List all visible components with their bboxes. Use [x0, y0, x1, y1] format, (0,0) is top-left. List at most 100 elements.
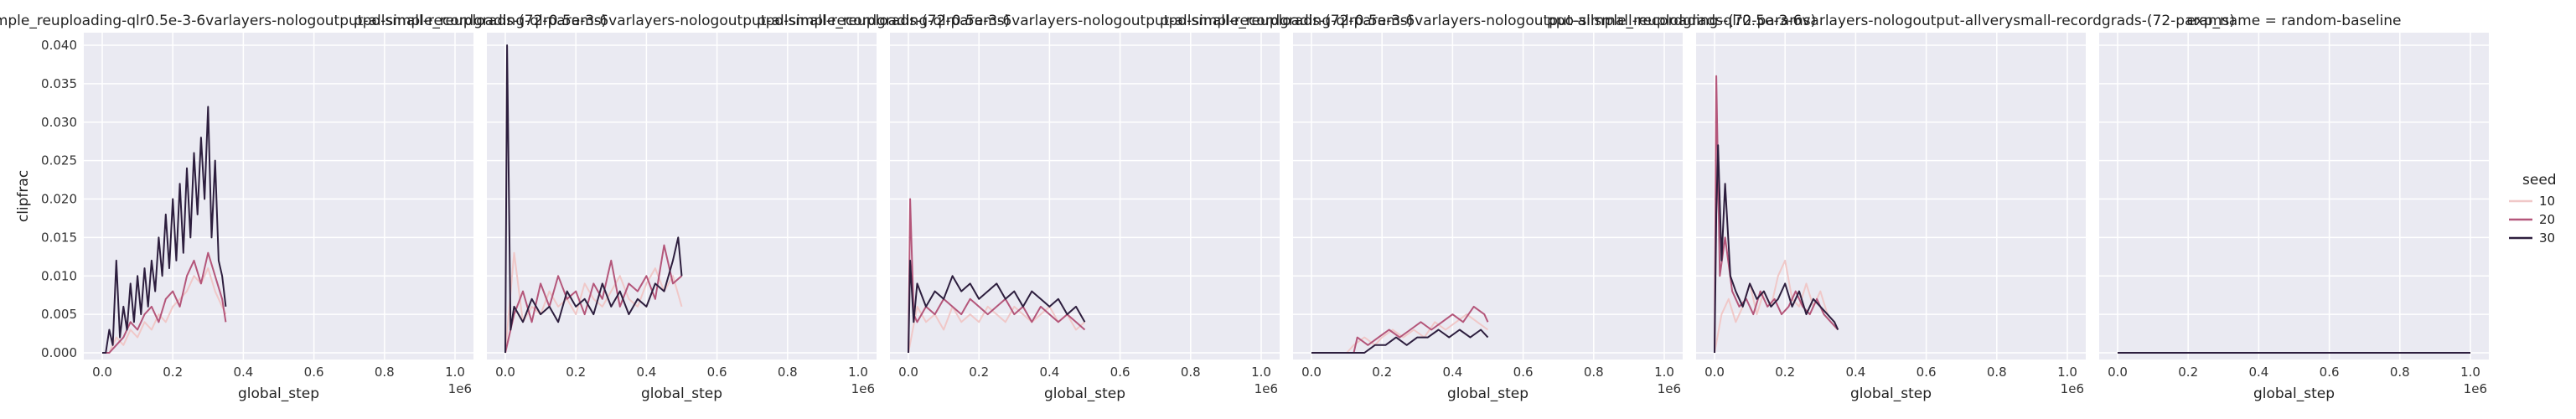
x-tick-label: 0.0	[898, 365, 918, 380]
x-tick-label: 0.4	[2248, 365, 2268, 380]
x-axis-offset-label: 1e6	[2061, 381, 2084, 396]
series-line-seed-30	[504, 44, 683, 354]
plot-background	[890, 33, 1280, 360]
series-group	[908, 198, 1086, 354]
x-axis-label: global_step	[1850, 385, 1932, 402]
x-tick-label: 0.4	[636, 365, 656, 380]
y-tick-label: 0.040	[41, 38, 77, 53]
plot-background	[1293, 33, 1683, 360]
x-tick-label: 0.6	[1110, 365, 1130, 380]
x-tick-label: 0.2	[1775, 365, 1795, 380]
x-tick-label: 0.2	[969, 365, 989, 380]
panel-title: exp_name = random-baseline	[2186, 13, 2401, 29]
panel-title: ppo-simple_reuploading-qlr0.5e-3-6varlay…	[1160, 13, 1816, 29]
legend-label-seed-20: 20	[2539, 212, 2555, 227]
y-tick-label: 0.035	[41, 76, 77, 91]
y-tick-label: 0.000	[41, 345, 77, 360]
x-tick-label: 0.2	[163, 365, 183, 380]
plot-background	[84, 33, 473, 360]
series-line-seed-10	[102, 267, 227, 354]
x-tick-label: 0.2	[566, 365, 586, 380]
series-group	[504, 44, 683, 354]
panel-title: ppo-simple_reuploading-qlr0.5e-3-6varlay…	[354, 13, 1010, 29]
y-tick-label: 0.010	[41, 268, 77, 283]
y-tick-label: 0.015	[41, 230, 77, 245]
facet-panel: 0.0 0.2 0.4 0.6 0.8 1.0 ppo-simple_reuploading…	[354, 13, 1010, 402]
x-tick-label: 0.6	[707, 365, 727, 380]
x-tick-label: 0.4	[233, 365, 253, 380]
x-tick-label: 1.0	[1251, 365, 1271, 380]
series-line-seed-30	[1311, 328, 1489, 354]
series-group	[1714, 75, 1839, 354]
plot-background	[1696, 33, 2086, 360]
x-tick-label: 0.6	[304, 365, 324, 380]
x-axis-offset-label: 1e6	[2464, 381, 2487, 396]
x-tick-label: 1.0	[445, 365, 465, 380]
series-line-seed-20	[908, 198, 1086, 354]
facet-panel: 0.0 0.2 0.4 0.6 0.8 1.0 ppo-simple_reuploading…	[1160, 13, 1816, 402]
series-line-seed-20	[1311, 305, 1489, 354]
x-tick-label: 0.8	[1584, 365, 1604, 380]
x-tick-label: 0.0	[1301, 365, 1322, 380]
facet-panel: 0.0 0.2 0.4 0.6 0.8 1.0 0.000 0.005 0.010 0.015 0.…	[0, 13, 607, 402]
series-line-seed-10	[1714, 259, 1839, 354]
x-tick-label: 1.0	[848, 365, 868, 380]
x-tick-label: 0.8	[2390, 365, 2410, 380]
x-axis-label: global_step	[2253, 385, 2335, 402]
series-group	[1311, 305, 1489, 354]
x-tick-label: 0.8	[778, 365, 798, 380]
y-tick-label: 0.020	[41, 192, 77, 207]
y-tick-label: 0.005	[41, 307, 77, 322]
series-line-seed-10	[908, 305, 1086, 354]
facet-panel: 0.0 0.2 0.4 0.6 0.8 1.0 ppo-simple_reuploading…	[757, 13, 1413, 402]
x-tick-label: 0.6	[2320, 365, 2340, 380]
x-tick-label: 0.8	[1181, 365, 1201, 380]
x-tick-label: 1.0	[2057, 365, 2077, 380]
x-tick-label: 0.8	[1987, 365, 2007, 380]
facet-panels: 0.0 0.2 0.4 0.6 0.8 1.0 0.000 0.005 0.010 0.015 0.…	[0, 13, 2489, 402]
x-tick-label: 0.6	[1916, 365, 1937, 380]
x-tick-label: 1.0	[1654, 365, 1674, 380]
x-axis-offset-label: 1e6	[1254, 381, 1278, 396]
series-line-seed-30	[908, 259, 1086, 354]
legend-items: 10 20 30	[2509, 194, 2555, 246]
series-line-seed-30	[102, 106, 227, 354]
x-axis-label: global_step	[238, 385, 319, 402]
x-axis-label: global_step	[1447, 385, 1529, 402]
panel-title: ppo-simple_reuploading-qlr0.5e-3-6varlay…	[0, 13, 607, 29]
series-group	[102, 106, 227, 354]
facet-panel: 0.0 0.2 0.4 0.6 0.8 1.0 exp_name = random-base…	[2099, 13, 2489, 402]
x-axis-label: global_step	[641, 385, 722, 402]
series-line-seed-20	[102, 251, 227, 354]
legend-label-seed-10: 10	[2539, 194, 2555, 209]
series-line-seed-10	[1311, 313, 1489, 354]
legend: seed 10 20 30	[2509, 172, 2557, 246]
x-tick-label: 0.6	[1513, 365, 1534, 380]
x-tick-label: 0.2	[1372, 365, 1392, 380]
x-tick-label: 0.4	[1442, 365, 1462, 380]
facet-panel: 0.0 0.2 0.4 0.6 0.8 1.0 ppo-simple_reuploading…	[1547, 13, 2235, 402]
x-tick-label: 0.0	[1704, 365, 1725, 380]
series-line-seed-30	[1714, 144, 1839, 354]
x-tick-label: 0.0	[2108, 365, 2128, 380]
x-tick-label: 0.0	[92, 365, 112, 380]
x-tick-label: 0.4	[1845, 365, 1865, 380]
x-tick-label: 0.4	[1039, 365, 1059, 380]
plot-background	[2099, 33, 2489, 360]
y-tick-label: 0.025	[41, 153, 77, 168]
x-tick-label: 0.2	[2178, 365, 2198, 380]
legend-label-seed-30: 30	[2539, 230, 2555, 246]
panel-title: ppo-simple_reuploading-qlr0.5e-3-6varlay…	[1547, 13, 2235, 29]
x-tick-label: 0.8	[375, 365, 395, 380]
y-axis-label: clipfrac	[15, 170, 32, 222]
x-tick-label: 1.0	[2460, 365, 2480, 380]
y-tick-label: 0.030	[41, 115, 77, 130]
x-tick-label: 0.0	[495, 365, 515, 380]
x-axis-offset-label: 1e6	[448, 381, 472, 396]
x-axis-label: global_step	[1044, 385, 1125, 402]
legend-title: seed	[2522, 172, 2557, 189]
x-axis-offset-label: 1e6	[851, 381, 875, 396]
x-axis-offset-label: 1e6	[1658, 381, 1681, 396]
panel-title: ppo-simple_reuploading-qlr0.5e-3-6varlay…	[757, 13, 1413, 29]
